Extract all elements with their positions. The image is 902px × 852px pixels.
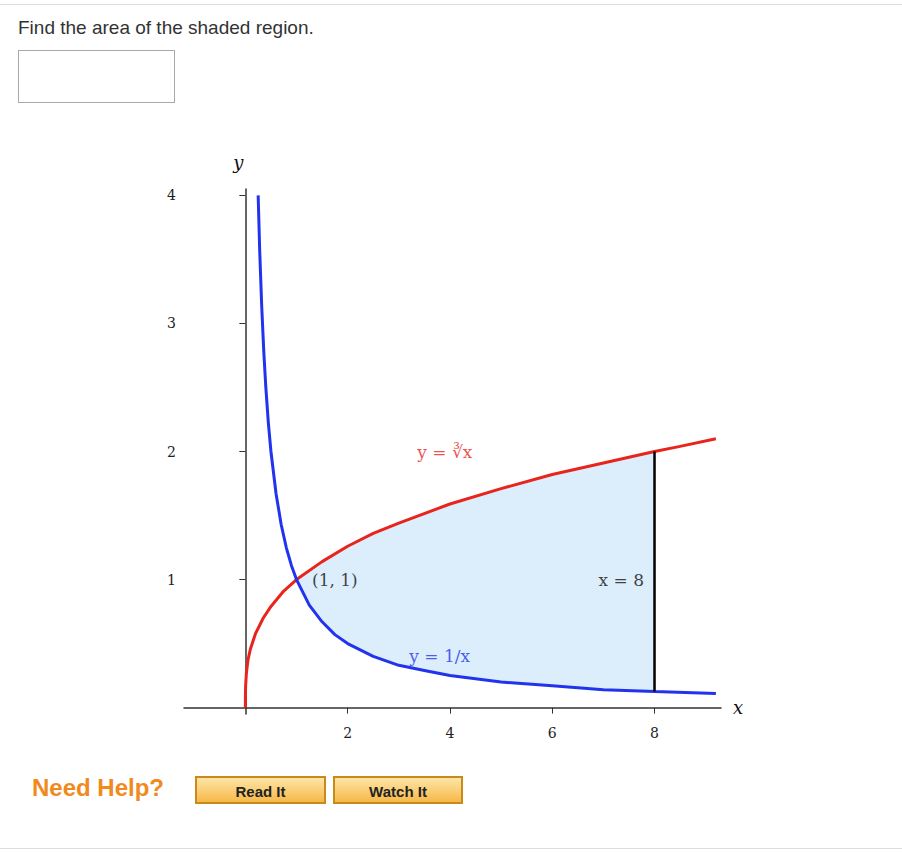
svg-text:(1, 1): (1, 1) [312, 570, 358, 590]
html-text:Need Help?: Need Help? [32, 774, 164, 801]
svg-text:4: 4 [445, 725, 454, 741]
svg-text:y = ∛x: y = ∛x [416, 442, 472, 462]
svg-text:2: 2 [167, 444, 176, 460]
svg-text:3: 3 [167, 315, 176, 331]
svg-text:4: 4 [167, 187, 176, 203]
html-text:Find the area of the shaded re: Find the area of the shaded region. [18, 17, 314, 38]
html-text:Read It: Read It [235, 783, 286, 800]
svg-text:2: 2 [343, 725, 352, 741]
svg-text:1: 1 [167, 572, 176, 588]
svg-text:y = 1/x: y = 1/x [408, 646, 470, 666]
svg-text:x: x [733, 697, 743, 718]
svg-text:8: 8 [650, 725, 659, 741]
svg-text:6: 6 [548, 725, 557, 741]
svg-text:x = 8: x = 8 [599, 570, 644, 590]
svg-text:y: y [232, 152, 244, 173]
html-text:Watch It: Watch It [369, 783, 427, 800]
